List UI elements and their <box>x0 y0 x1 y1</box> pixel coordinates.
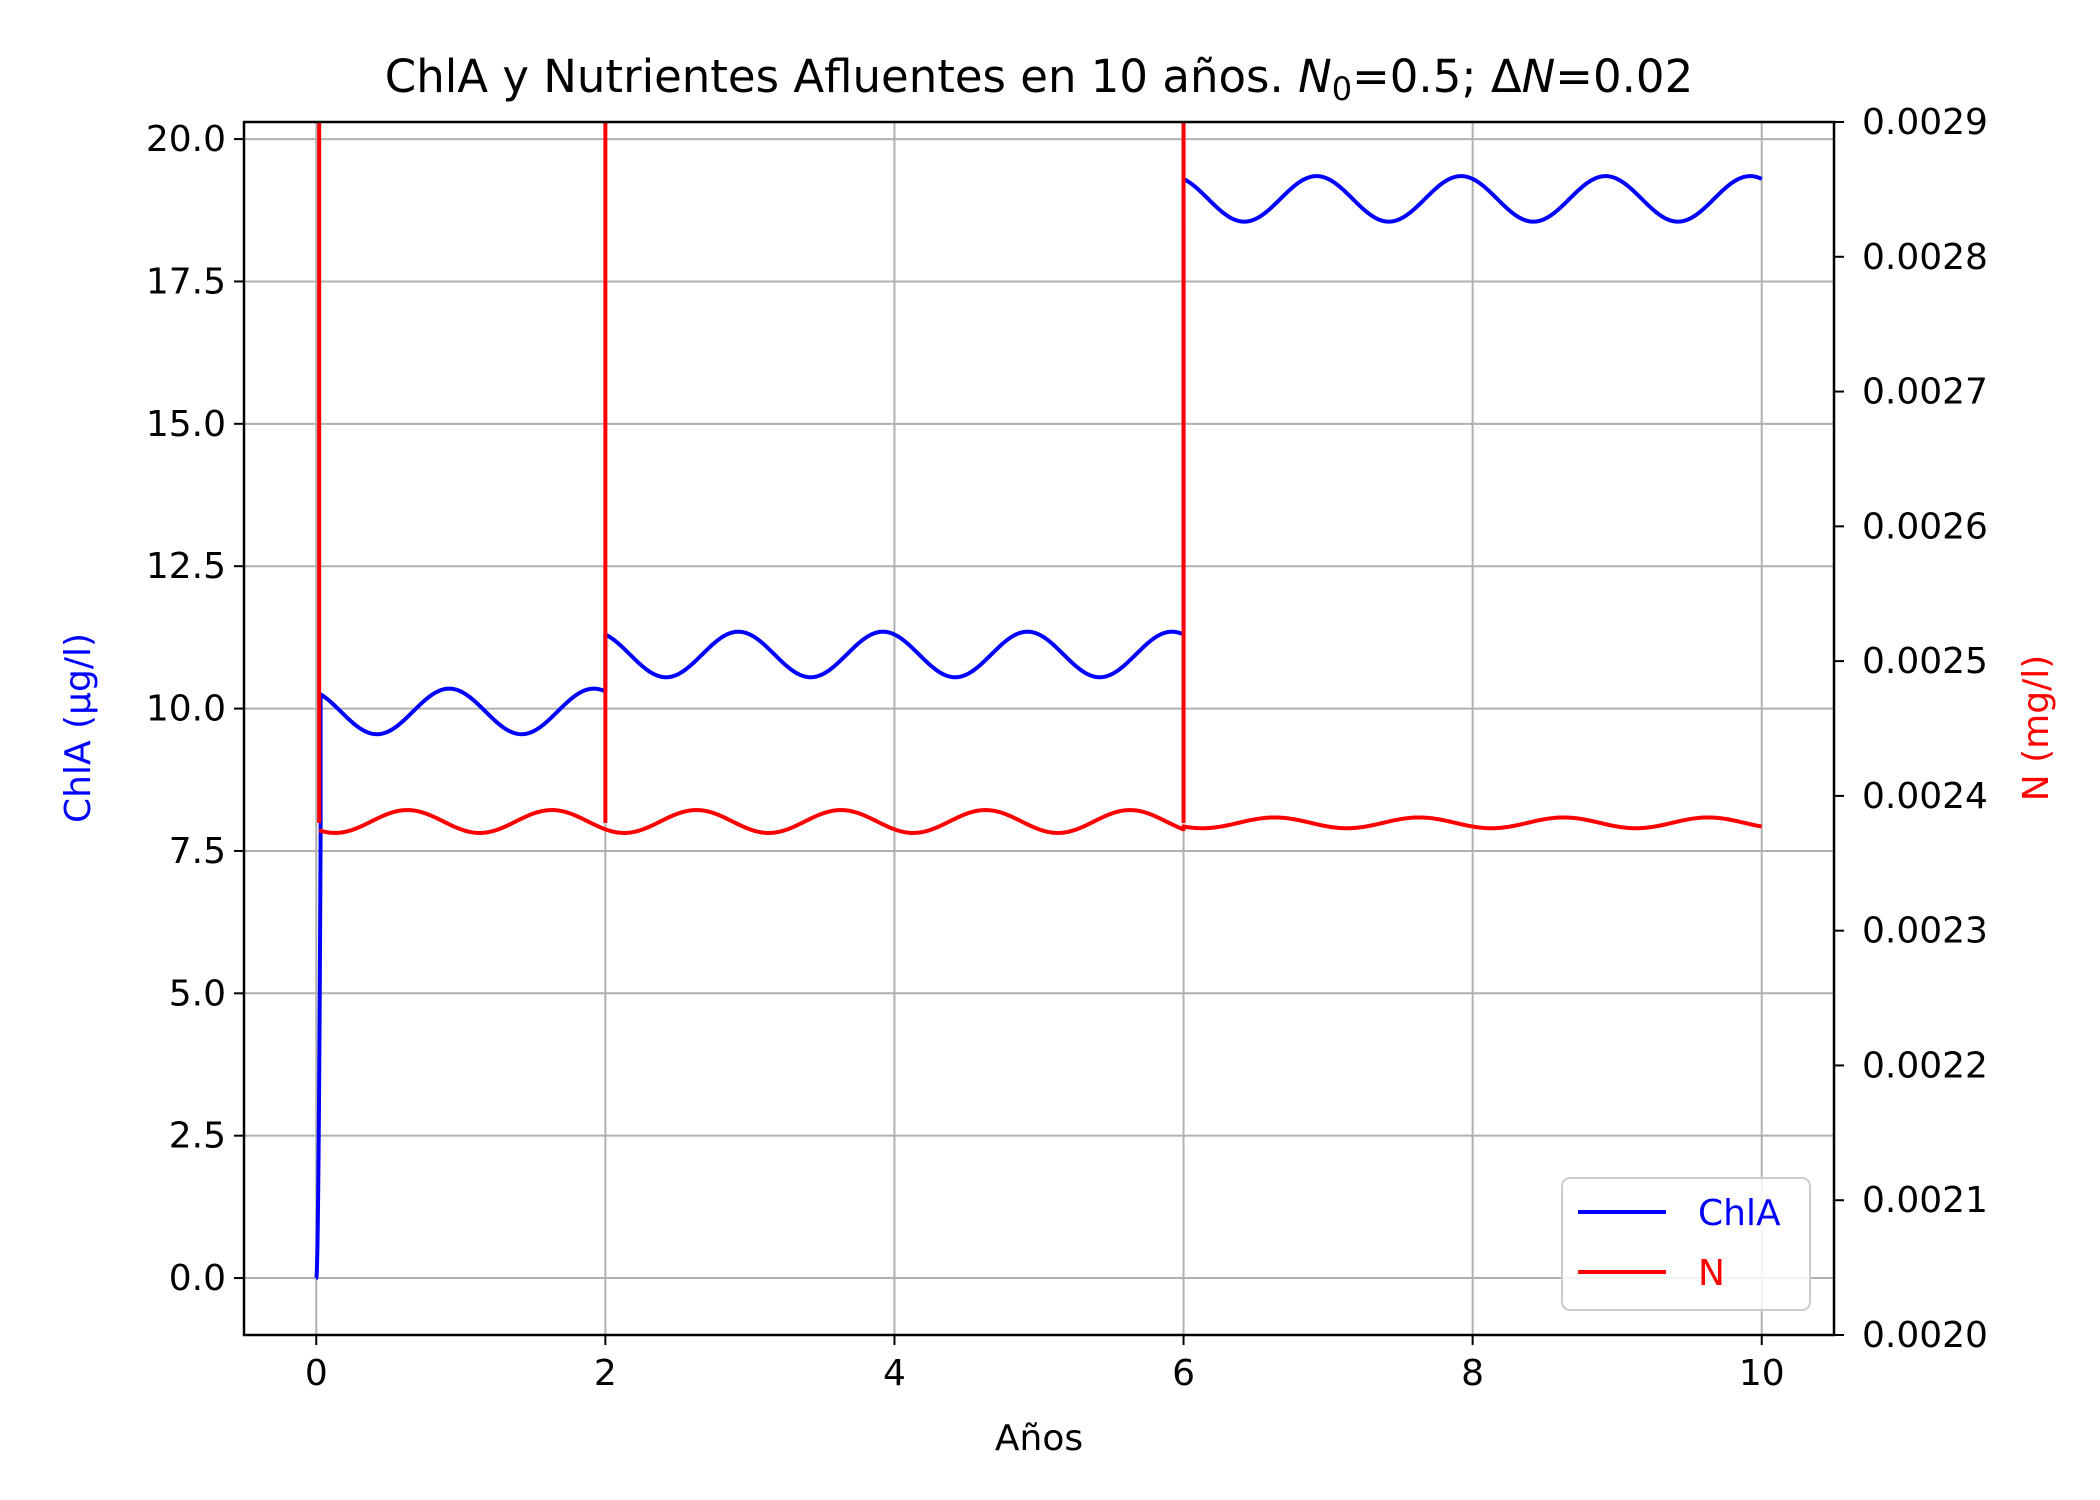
x-tick-label: 8 <box>1461 1353 1484 1394</box>
y-axis-left-label: ChlA (μg/l) <box>58 633 99 823</box>
y-left-tick-label: 12.5 <box>146 546 226 587</box>
y-right-tick-label: 0.0023 <box>1862 911 1988 952</box>
series-line-n <box>318 808 1763 835</box>
x-tick-label: 6 <box>1172 1353 1195 1394</box>
series-line-chla <box>314 174 1763 1281</box>
y-right-tick-label: 0.0027 <box>1862 372 1988 413</box>
x-tick-label: 2 <box>594 1353 617 1394</box>
y-right-tick-label: 0.0024 <box>1862 776 1988 817</box>
y-right-tick-label: 0.0025 <box>1862 641 1988 682</box>
y-right-tick-label: 0.0029 <box>1862 102 1988 143</box>
y-left-tick-label: 5.0 <box>169 973 226 1014</box>
ticks: 0 2 4 6 8 10 0.0 2.5 5.0 7.5 10.0 12.5 15.0 17.5 20.0 0… <box>146 102 1988 1394</box>
title-dn-var: N <box>1522 50 1556 103</box>
y-left-tick-label: 10.0 <box>146 689 226 730</box>
grid <box>244 122 1834 1335</box>
title-prefix: ChlA y Nutrientes Afluentes en 10 años. <box>385 50 1298 103</box>
x-tick-label: 0 <box>305 1353 328 1394</box>
y-left-tick-label: 2.5 <box>169 1116 226 1157</box>
title-n0-eq: =0.5; Δ <box>1352 50 1522 103</box>
title-n0-sub: 0 <box>1332 70 1352 108</box>
y-right-tick-label: 0.0026 <box>1862 506 1988 547</box>
chart-title: ChlA y Nutrientes Afluentes en 10 años. … <box>385 50 1693 108</box>
x-tick-label: 10 <box>1739 1353 1785 1394</box>
y-left-tick-label: 17.5 <box>146 261 226 302</box>
y-right-tick-label: 0.0028 <box>1862 237 1988 278</box>
title-n0-var: N <box>1298 50 1332 103</box>
series-layer <box>314 122 1763 1281</box>
y-right-tick-label: 0.0022 <box>1862 1045 1988 1086</box>
y-right-tick-label: 0.0020 <box>1862 1315 1988 1356</box>
x-axis-label: Años <box>995 1418 1083 1459</box>
plot-frame <box>242 120 1836 1337</box>
y-left-tick-label: 20.0 <box>146 119 226 160</box>
y-axis-right-label: N (mg/l) <box>2016 655 2057 802</box>
y-left-tick-label: 7.5 <box>169 831 226 872</box>
y-left-tick-label: 0.0 <box>169 1258 226 1299</box>
legend-n-label: N <box>1698 1253 1725 1294</box>
y-left-tick-label: 15.0 <box>146 404 226 445</box>
x-tick-label: 4 <box>883 1353 906 1394</box>
title-dn-eq: =0.02 <box>1555 50 1693 103</box>
legend: ChlA N <box>1561 1177 1811 1311</box>
legend-chla-label: ChlA <box>1698 1193 1781 1234</box>
y-right-tick-label: 0.0021 <box>1862 1180 1988 1221</box>
